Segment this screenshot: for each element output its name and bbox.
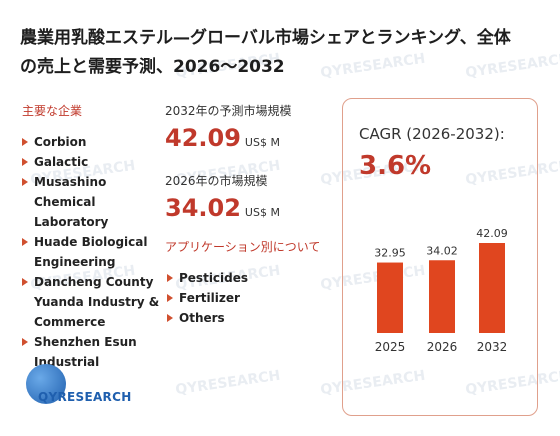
current-label: 2026年の市場規模 — [165, 174, 268, 188]
x-tick-label: 2025 — [375, 340, 406, 354]
list-item: Others — [165, 308, 248, 328]
list-item: Fertilizer — [165, 288, 248, 308]
bar-2026 — [429, 260, 455, 333]
list-item: Huade Biological Engineering — [20, 232, 170, 272]
globe-icon — [26, 364, 66, 404]
qyresearch-logo: QYRESEARCH — [22, 364, 132, 412]
current-unit: US$ M — [244, 206, 280, 219]
list-item: Pesticides — [165, 268, 248, 288]
companies-label: 主要な企業 — [22, 104, 83, 118]
list-item: Musashino Chemical Laboratory — [20, 172, 170, 232]
cagr-value: 3.6% — [359, 151, 432, 181]
application-list: Pesticides Fertilizer Others — [165, 268, 248, 328]
list-item: Corbion — [20, 132, 170, 152]
bar-2025 — [377, 262, 403, 333]
watermark-text: QYRESEARCH — [174, 367, 282, 399]
forecast-label: 2032年の予測市場規模 — [165, 104, 292, 118]
cagr-panel: CAGR (2026-2032): 3.6% 32.95 2025 34.02 202… — [342, 98, 538, 416]
bar-2032 — [479, 243, 505, 333]
forecast-value: 42.09 — [165, 124, 241, 152]
bar-value-label: 32.95 — [374, 247, 406, 260]
current-stat: 34.02 US$ M — [165, 194, 280, 222]
current-value: 34.02 — [165, 194, 241, 222]
x-tick-label: 2032 — [477, 340, 508, 354]
x-tick-label: 2026 — [427, 340, 458, 354]
page-title: 農業用乳酸エステル—グローバル市場シェアとランキング、全体の売上と需要予測、20… — [20, 28, 511, 77]
applications-label: アプリケーション別について — [165, 240, 321, 254]
bar-value-label: 42.09 — [476, 227, 508, 240]
logo-text: QYRESEARCH — [38, 390, 132, 404]
cagr-label: CAGR (2026-2032): — [359, 125, 505, 143]
company-list: Corbion Galactic Musashino Chemical Labo… — [20, 132, 170, 372]
market-bar-chart: 32.95 2025 34.02 2026 42.09 2032 — [374, 227, 508, 354]
bar-value-label: 34.02 — [426, 244, 458, 257]
forecast-stat: 42.09 US$ M — [165, 124, 280, 152]
forecast-unit: US$ M — [244, 136, 280, 149]
list-item: Galactic — [20, 152, 170, 172]
list-item: Dancheng County Yuanda Industry & Commer… — [20, 272, 170, 332]
